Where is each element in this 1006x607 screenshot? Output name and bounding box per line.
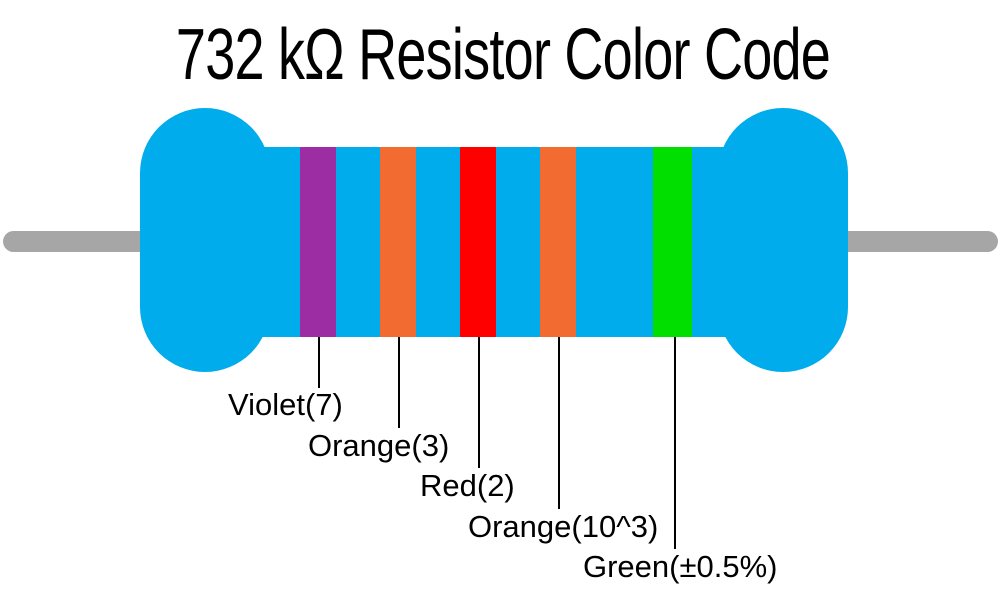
page-title: 732 kΩ Resistor Color Code (175, 15, 831, 95)
band-label-red: Red(2) (420, 468, 515, 503)
leader-line-red (478, 337, 480, 468)
band-label-violet: Violet(7) (228, 387, 343, 422)
leader-line-green (674, 337, 676, 549)
band-green-tolerance (653, 147, 692, 337)
band-label-green: Green(±0.5%) (583, 549, 778, 584)
resistor-body (200, 147, 806, 337)
leader-line-violet (318, 337, 320, 388)
leader-line-orange-multiplier (558, 337, 560, 509)
band-label-orange-multiplier: Orange(10^3) (468, 509, 659, 544)
band-orange-multiplier (540, 147, 576, 337)
band-red-digit3 (460, 147, 496, 337)
band-violet-digit1 (300, 147, 336, 337)
leader-line-orange-digit (398, 337, 400, 428)
band-label-orange-digit: Orange(3) (308, 428, 450, 463)
band-orange-digit2 (380, 147, 416, 337)
